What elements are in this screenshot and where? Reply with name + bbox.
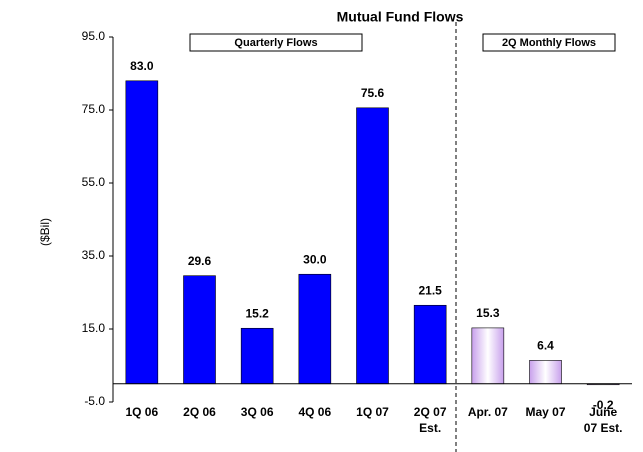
value-label: 15.3	[476, 306, 500, 320]
annotation: 2Q Monthly Flows	[502, 37, 596, 49]
y-tick-label: 95.0	[82, 29, 106, 43]
value-label: 75.6	[361, 86, 385, 100]
bar	[298, 273, 332, 385]
bar	[125, 80, 159, 385]
value-label: 15.2	[245, 306, 269, 320]
value-label: 21.5	[418, 283, 442, 297]
y-tick-label: 55.0	[82, 175, 106, 189]
annotation: Quarterly Flows	[234, 37, 317, 49]
x-tick-label: 3Q 06	[240, 405, 274, 419]
chart-title: Mutual Fund Flows	[337, 9, 464, 25]
x-tick-label: 1Q 07	[356, 405, 389, 419]
value-label: 6.4	[537, 339, 554, 353]
y-tick-label: 35.0	[82, 248, 106, 262]
x-tick-label: May 07	[525, 405, 566, 419]
value-label: 29.6	[188, 254, 212, 268]
x-tick-label: 2Q 07 Est.	[413, 405, 447, 435]
x-tick-label: 4Q 06	[298, 405, 332, 419]
y-tick-label: -5.0	[84, 394, 105, 408]
value-label: -0.2	[593, 398, 614, 412]
bar	[529, 360, 562, 385]
value-label: 30.0	[303, 252, 327, 266]
annotation-box	[482, 33, 616, 52]
y-axis-label: ($Bil)	[38, 218, 52, 246]
y-tick-label: 75.0	[82, 102, 106, 116]
annotation-box	[189, 33, 363, 52]
y-tick-label: 15.0	[82, 321, 106, 335]
x-tick-label: 2Q 06	[183, 405, 216, 419]
bar	[183, 275, 216, 385]
x-tick-label: Apr. 07	[467, 405, 508, 419]
bar	[240, 327, 274, 385]
bar	[413, 304, 447, 385]
bar	[471, 327, 505, 385]
value-label: 83.0	[130, 59, 154, 73]
x-tick-label: June 07 Est.	[583, 405, 623, 435]
bar	[356, 107, 389, 385]
x-tick-label: 1Q 06	[125, 405, 159, 419]
